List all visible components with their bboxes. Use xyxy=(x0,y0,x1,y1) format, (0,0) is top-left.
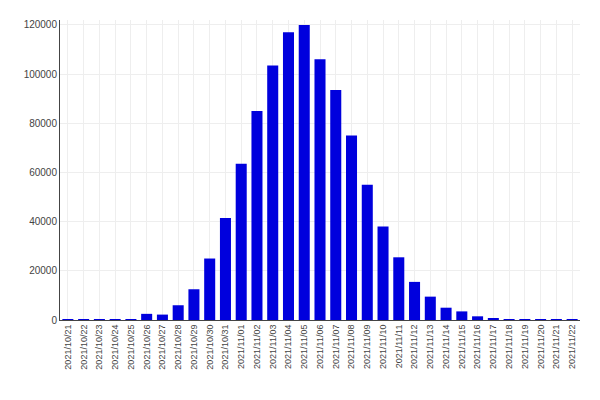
svg-text:2021/11/04: 2021/11/04 xyxy=(283,325,293,369)
svg-text:2021/10/21: 2021/10/21 xyxy=(63,325,73,370)
svg-text:2021/11/10: 2021/11/10 xyxy=(378,325,388,369)
svg-text:2021/11/01: 2021/11/01 xyxy=(236,325,246,369)
svg-text:2021/11/17: 2021/11/17 xyxy=(488,325,498,369)
svg-text:2021/11/09: 2021/11/09 xyxy=(362,325,372,369)
svg-text:2021/10/26: 2021/10/26 xyxy=(142,325,152,370)
svg-text:120000: 120000 xyxy=(24,19,58,30)
svg-text:2021/11/03: 2021/11/03 xyxy=(268,325,278,369)
svg-text:2021/10/24: 2021/10/24 xyxy=(110,325,120,370)
svg-text:2021/11/06: 2021/11/06 xyxy=(315,325,325,369)
svg-text:2021/11/02: 2021/11/02 xyxy=(252,325,262,369)
svg-text:0: 0 xyxy=(51,315,57,326)
svg-text:2021/10/25: 2021/10/25 xyxy=(126,325,136,370)
svg-text:20000: 20000 xyxy=(29,265,57,276)
svg-text:2021/11/13: 2021/11/13 xyxy=(425,325,435,369)
svg-text:2021/11/12: 2021/11/12 xyxy=(409,325,419,369)
svg-text:2021/10/22: 2021/10/22 xyxy=(79,325,89,370)
svg-text:2021/11/18: 2021/11/18 xyxy=(504,325,514,369)
svg-text:2021/10/28: 2021/10/28 xyxy=(173,325,183,370)
svg-text:2021/10/31: 2021/10/31 xyxy=(220,325,230,370)
svg-text:2021/10/23: 2021/10/23 xyxy=(94,325,104,370)
svg-text:2021/11/15: 2021/11/15 xyxy=(457,325,467,369)
svg-text:2021/11/07: 2021/11/07 xyxy=(331,325,341,369)
svg-text:60000: 60000 xyxy=(29,167,57,178)
svg-text:2021/11/22: 2021/11/22 xyxy=(567,325,577,369)
svg-text:2021/11/11: 2021/11/11 xyxy=(394,325,404,369)
svg-text:2021/10/30: 2021/10/30 xyxy=(205,325,215,370)
svg-text:2021/11/20: 2021/11/20 xyxy=(536,325,546,369)
svg-text:2021/11/05: 2021/11/05 xyxy=(299,325,309,369)
svg-text:2021/11/14: 2021/11/14 xyxy=(441,325,451,369)
svg-text:40000: 40000 xyxy=(29,216,57,227)
svg-text:2021/10/27: 2021/10/27 xyxy=(157,325,167,370)
svg-text:2021/10/29: 2021/10/29 xyxy=(189,325,199,370)
svg-text:2021/11/21: 2021/11/21 xyxy=(551,325,561,369)
svg-text:2021/11/08: 2021/11/08 xyxy=(346,325,356,369)
svg-text:80000: 80000 xyxy=(29,118,57,129)
svg-text:100000: 100000 xyxy=(24,69,58,80)
svg-text:2021/11/16: 2021/11/16 xyxy=(473,325,483,369)
svg-text:2021/11/19: 2021/11/19 xyxy=(520,325,530,369)
